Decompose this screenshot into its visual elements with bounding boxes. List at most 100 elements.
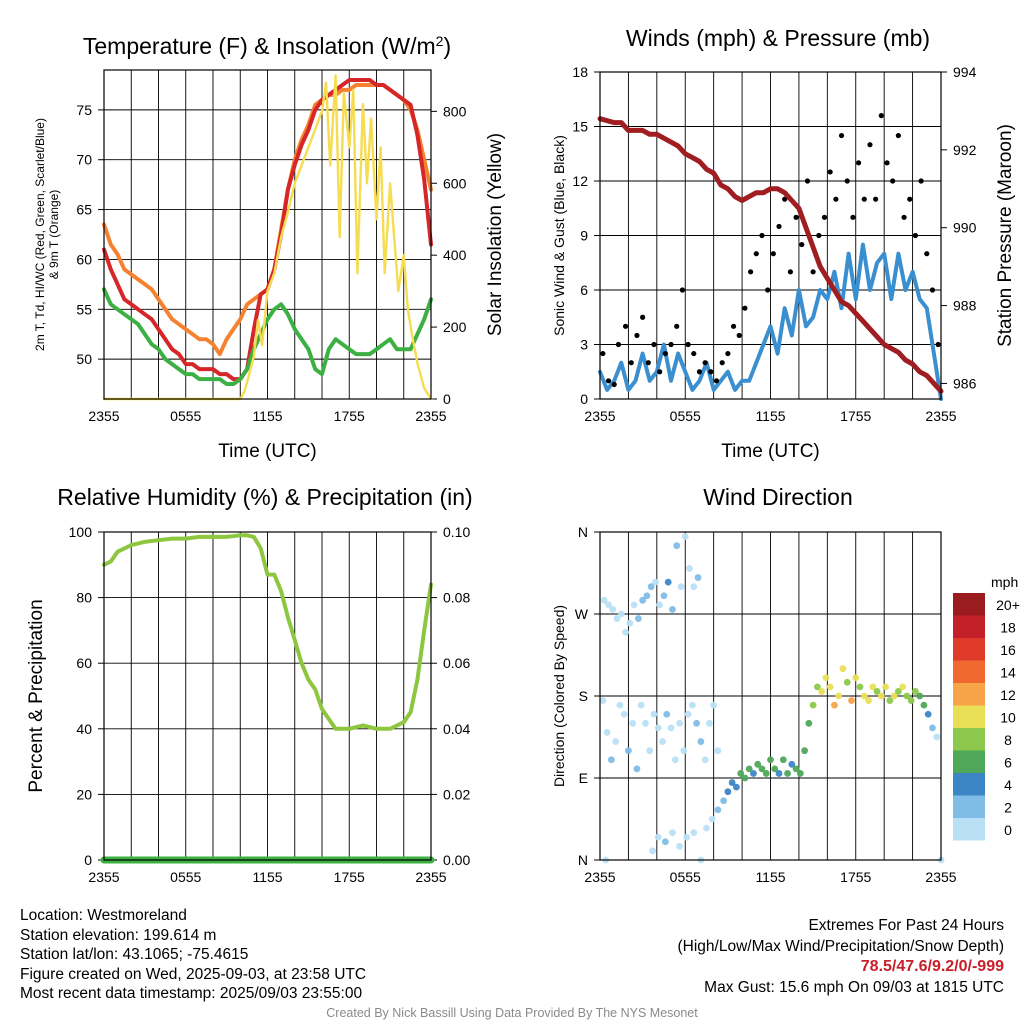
y-tick-label: 12 — [572, 173, 588, 189]
direction-point — [882, 683, 889, 691]
gust-point — [742, 305, 748, 311]
y2-axis-label: Solar Insolation (Yellow) — [485, 133, 506, 336]
wind-line — [598, 242, 943, 401]
legend-swatch — [953, 705, 985, 728]
x-tick-label: 2355 — [415, 869, 446, 885]
gust-point — [821, 214, 828, 220]
direction-point — [903, 692, 911, 700]
direction-point — [809, 701, 817, 709]
legend-label: 16 — [1000, 642, 1016, 658]
chart-title: Temperature (F) & Insolation (W/m2) — [83, 33, 451, 59]
direction-point — [933, 733, 941, 741]
gust-point — [713, 378, 720, 384]
gust-point — [759, 232, 765, 239]
direction-point — [890, 692, 898, 700]
chart-title: Relative Humidity (%) & Precipitation (i… — [57, 484, 472, 510]
gust-point — [674, 323, 680, 329]
gust-point — [890, 178, 896, 184]
direction-point — [737, 770, 745, 777]
legend-label: 0 — [1004, 822, 1012, 838]
direction-point — [865, 697, 872, 704]
gust-point — [907, 196, 913, 202]
title-end: ) — [443, 33, 451, 59]
x-tick-label: 1155 — [755, 408, 785, 424]
direction-point — [626, 619, 634, 627]
legend-swatch — [953, 660, 985, 683]
direction-point — [694, 574, 702, 581]
x-tick-label: 2355 — [584, 408, 615, 424]
gust-point — [657, 369, 663, 375]
y2-tick-label: 200 — [443, 319, 467, 335]
legend-swatch — [953, 683, 985, 706]
direction-point — [693, 719, 701, 727]
gust-point — [651, 341, 657, 348]
direction-point — [758, 765, 766, 773]
direction-point — [792, 765, 800, 773]
extremes-box: Extremes For Past 24 Hours (High/Low/Max… — [678, 916, 1005, 998]
chart-panel-2: 2355 0555 1155 1755 235503691215189869889909… — [551, 25, 1016, 462]
direction-point — [818, 688, 826, 695]
gust-point — [935, 341, 941, 348]
direction-point — [688, 701, 696, 709]
y-tick-label: 9 — [580, 228, 588, 244]
gust-point — [753, 251, 759, 257]
gust-point — [640, 314, 646, 320]
gust-point — [679, 287, 686, 293]
direction-point — [754, 760, 762, 768]
y-tick-label: 40 — [76, 721, 92, 737]
station-elevation: Station elevation: 199.614 m — [20, 926, 217, 944]
direction-point — [826, 683, 834, 691]
gust-point — [770, 251, 776, 257]
y-axis-label-line: & 9m T (Orange) — [47, 190, 61, 280]
direction-point — [664, 578, 672, 586]
x-tick-label: 2355 — [584, 869, 615, 885]
y-tick-label: 0 — [84, 852, 92, 868]
direction-point — [822, 674, 830, 682]
direction-point — [784, 770, 791, 777]
x-tick-label: 1755 — [334, 408, 365, 424]
x-axis-label: Time (UTC) — [218, 441, 317, 462]
y-tick-label: 3 — [580, 337, 588, 353]
chart-title: Wind Direction — [703, 484, 853, 510]
y2-tick-label: 0.00 — [443, 852, 470, 868]
legend-swatch — [953, 750, 985, 773]
direction-point — [775, 770, 783, 777]
td-line — [102, 287, 433, 386]
direction-point — [646, 747, 654, 755]
x-axis-label: Time (UTC) — [721, 441, 820, 462]
gust-point — [929, 287, 936, 293]
recent-timestamp: Most recent data timestamp: 2025/09/03 2… — [20, 985, 363, 1003]
station-info: Location: Westmoreland Station elevation… — [20, 906, 366, 1004]
y-tick-label: W — [575, 606, 589, 622]
direction-point — [599, 697, 607, 704]
direction-point — [654, 724, 662, 732]
plot-frame — [103, 531, 432, 861]
legend-label: 6 — [1004, 755, 1012, 771]
y-tick-label: 55 — [76, 301, 92, 317]
gust-point — [696, 369, 703, 375]
direction-point — [907, 697, 915, 704]
legend-label: 2 — [1004, 800, 1012, 816]
direction-point — [899, 683, 907, 691]
gust-point — [873, 196, 879, 202]
gust-point — [776, 223, 782, 230]
y-axis-label: Direction (Colored By Speed) — [551, 605, 567, 787]
direction-point — [848, 697, 855, 704]
direction-point — [714, 747, 722, 755]
y-tick-label: 18 — [572, 64, 588, 80]
y-tick-label: 75 — [76, 102, 92, 118]
x-tick-label: 0555 — [670, 869, 701, 885]
direction-point — [603, 729, 611, 736]
direction-point — [745, 765, 753, 773]
extremes-legend: (High/Low/Max Wind/Precipitation/Snow De… — [677, 937, 1005, 955]
x-tick-label: 2355 — [925, 869, 956, 885]
gust-point — [810, 269, 816, 275]
y-tick-label: 60 — [76, 655, 92, 671]
direction-point — [767, 756, 774, 764]
legend-swatch — [953, 728, 985, 751]
legend-title: mph — [991, 574, 1018, 590]
direction-point — [714, 806, 722, 814]
direction-point — [788, 760, 796, 768]
max-gust: Max Gust: 15.6 mph On 09/03 at 1815 UTC — [704, 978, 1004, 996]
